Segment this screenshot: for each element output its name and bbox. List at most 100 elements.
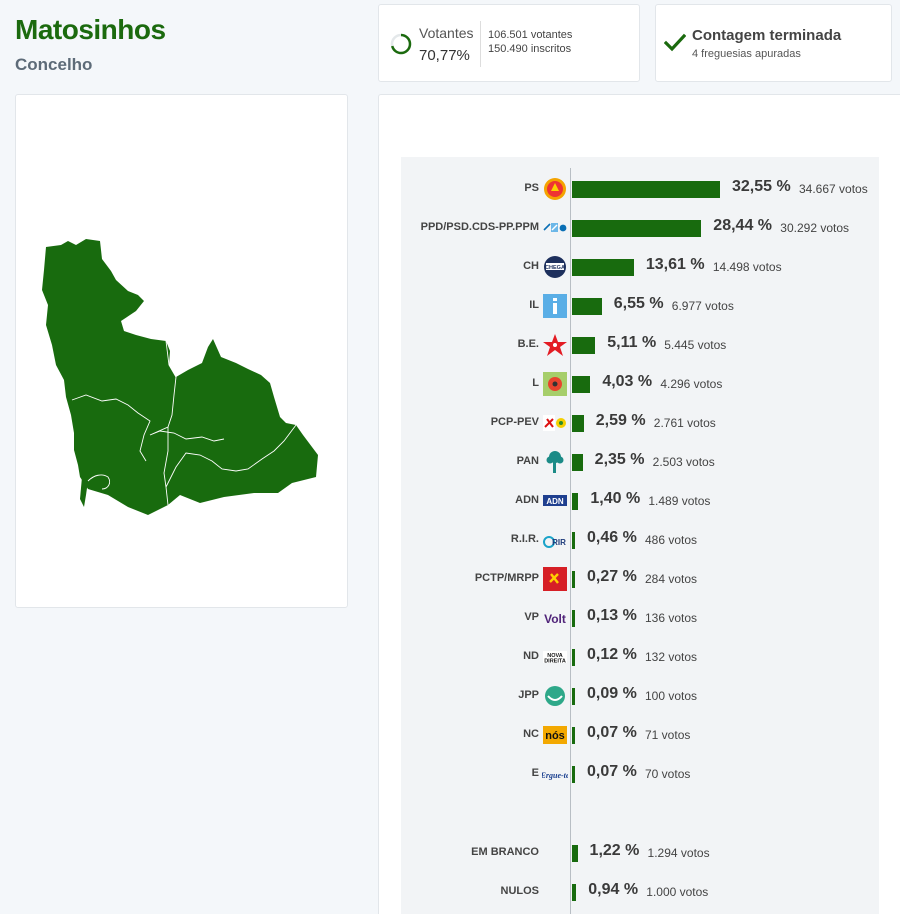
result-percent: 0,46 % xyxy=(587,529,637,546)
rir-logo-icon: RIR xyxy=(543,536,566,548)
result-votes: 6.977 votos xyxy=(671,299,734,313)
turnout-progress-icon xyxy=(390,33,412,55)
results-panel xyxy=(401,157,879,914)
result-bar xyxy=(572,649,575,666)
result-bar xyxy=(572,454,583,471)
map-region[interactable] xyxy=(42,239,318,515)
result-bar xyxy=(572,220,702,237)
result-percent: 13,61 % xyxy=(645,256,705,273)
pan-logo-icon xyxy=(546,451,564,473)
party-name: B.E. xyxy=(517,338,539,350)
page-subtitle: Concelho xyxy=(15,55,93,74)
party-name: JPP xyxy=(518,689,539,701)
livre-logo-icon xyxy=(543,372,567,396)
result-bar xyxy=(572,259,634,276)
result-votes: 284 votos xyxy=(645,572,698,586)
svg-text:RIR: RIR xyxy=(552,538,566,547)
result-percent: 0,94 % xyxy=(588,881,639,898)
party-name: ND xyxy=(523,650,539,662)
result-votes: 4.296 votos xyxy=(660,377,723,391)
result-row: PPD/PSD.CDS-PP.PPM 28,44 % 30.292 votos xyxy=(379,214,900,244)
harbour-outline xyxy=(87,474,111,490)
party-name: R.I.R. xyxy=(510,533,539,545)
result-bar xyxy=(572,766,575,783)
result-row: JPP 0,09 % 100 votos xyxy=(379,682,900,712)
result-bar xyxy=(572,610,575,627)
party-name: IL xyxy=(529,299,539,311)
registered-count: 150.490 inscritos xyxy=(488,43,572,55)
party-name: L xyxy=(532,377,539,389)
result-row: ND NOVA DIREITA 0,12 % 132 votos xyxy=(379,643,900,673)
party-name: VP xyxy=(524,611,539,623)
result-bar xyxy=(572,298,602,315)
result-bar xyxy=(572,415,584,432)
result-votes: 2.761 votos xyxy=(653,416,716,430)
party-name: NULOS xyxy=(500,885,540,897)
result-percent: 0,27 % xyxy=(587,568,637,585)
voters-count: 106.501 votantes xyxy=(488,29,573,41)
result-votes: 132 votos xyxy=(645,650,698,664)
count-status-card: Contagem terminada 4 freguesias apuradas xyxy=(655,4,892,82)
result-votes: 71 votos xyxy=(645,728,691,742)
ad-logo-icon xyxy=(543,223,567,232)
page-title: Matosinhos xyxy=(15,14,166,45)
parish-borders xyxy=(71,340,297,506)
turnout-label: Votantes xyxy=(419,25,474,41)
divider xyxy=(480,21,481,67)
result-percent: 0,09 % xyxy=(587,685,637,702)
result-percent: 28,44 % xyxy=(713,217,773,234)
turnout-percent: 70,77% xyxy=(419,47,470,64)
result-votes: 70 votos xyxy=(645,767,691,781)
municipality-map[interactable] xyxy=(16,95,349,609)
result-bar xyxy=(572,845,578,862)
result-percent: 5,11 % xyxy=(607,334,657,351)
volt-logo-icon: Volt xyxy=(544,612,566,626)
ergue-te-logo-icon: Ergue-te xyxy=(542,771,568,780)
result-votes: 1.000 votos xyxy=(646,885,709,899)
pctp-logo-icon xyxy=(543,567,567,591)
party-name: PS xyxy=(524,182,539,194)
result-row: L 4,03 % 4.296 votos xyxy=(379,370,900,400)
nos-logo-icon: nós xyxy=(543,726,567,744)
result-bar xyxy=(572,376,591,393)
party-name: PCTP/MRPP xyxy=(474,572,539,584)
result-votes: 100 votos xyxy=(645,689,698,703)
cdu-logo-icon xyxy=(543,415,566,431)
party-name: EM BRANCO xyxy=(471,846,539,858)
result-percent: 2,59 % xyxy=(595,412,646,429)
result-percent: 0,07 % xyxy=(587,763,637,780)
result-row: PAN 2,35 % 2.503 votos xyxy=(379,448,900,478)
result-votes: 136 votos xyxy=(645,611,698,625)
result-row: B.E. 5,11 % 5.445 votos xyxy=(379,331,900,361)
municipality-map-card xyxy=(15,94,348,608)
result-row: CH CHEGA 13,61 % 14.498 votos xyxy=(379,253,900,283)
result-bar xyxy=(572,337,596,354)
result-percent: 6,55 % xyxy=(613,295,664,312)
result-bar xyxy=(572,571,575,588)
turnout-card: Votantes 70,77% 106.501 votantes 150.490… xyxy=(378,4,640,82)
chega-logo-icon: CHEGA xyxy=(544,256,566,278)
party-name: PPD/PSD.CDS-PP.PPM xyxy=(420,221,539,233)
result-votes: 1.294 votos xyxy=(647,846,710,860)
result-votes: 14.498 votos xyxy=(712,260,782,274)
result-row: VP Volt 0,13 % 136 votos xyxy=(379,604,900,634)
adn-logo-icon: ADN xyxy=(543,495,567,506)
result-votes: 5.445 votos xyxy=(664,338,727,352)
svg-text:ADN: ADN xyxy=(546,497,564,506)
check-icon xyxy=(664,33,686,52)
result-votes: 1.489 votos xyxy=(648,494,711,508)
be-logo-icon xyxy=(543,334,567,356)
svg-text:NOVA: NOVA xyxy=(547,653,563,659)
result-bar xyxy=(572,727,575,744)
result-bar xyxy=(572,493,579,510)
result-votes: 30.292 votos xyxy=(780,221,850,235)
result-row: NC nós 0,07 % 71 votos xyxy=(379,721,900,751)
result-votes: 34.667 votos xyxy=(799,182,868,196)
result-percent: 2,35 % xyxy=(594,451,645,468)
result-row: PS 32,55 % 34.667 votos xyxy=(379,175,900,205)
il-logo-icon xyxy=(543,294,567,318)
svg-text:DIREITA: DIREITA xyxy=(544,659,566,665)
party-name: ADN xyxy=(515,494,539,506)
result-percent: 1,40 % xyxy=(590,490,641,507)
